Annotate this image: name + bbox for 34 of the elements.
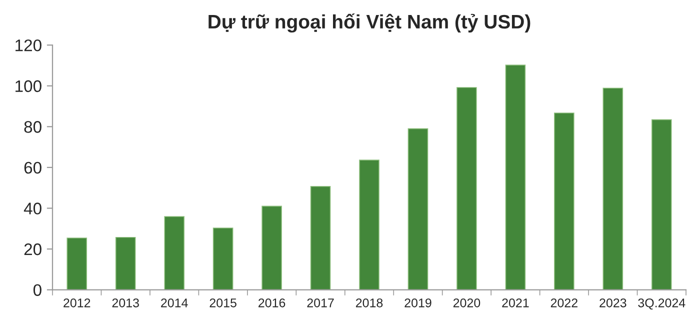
bar bbox=[554, 112, 574, 290]
bar bbox=[359, 160, 380, 290]
x-tick-label: 2021 bbox=[502, 298, 529, 308]
y-tick-label: 100 bbox=[16, 80, 42, 92]
x-tick-label: 2014 bbox=[161, 298, 188, 308]
bar bbox=[456, 87, 477, 290]
bar bbox=[651, 119, 672, 290]
x-tick-label: 2020 bbox=[453, 298, 480, 308]
x-tick-label: 2018 bbox=[356, 298, 383, 308]
y-tick-label: 80 bbox=[24, 121, 42, 133]
bar bbox=[310, 186, 331, 290]
y-tick-label: 0 bbox=[33, 284, 42, 296]
x-tick-label: 3Q.2024 bbox=[638, 298, 686, 310]
y-tick-label: 120 bbox=[16, 39, 42, 52]
bar bbox=[115, 236, 136, 290]
x-tick-label: 2022 bbox=[550, 298, 578, 308]
y-tick-label: 60 bbox=[24, 162, 42, 174]
x-tick-label: 2013 bbox=[112, 298, 139, 308]
x-tick-label: 2012 bbox=[64, 298, 90, 308]
bar bbox=[602, 88, 624, 290]
y-tick-label: 40 bbox=[24, 202, 42, 214]
x-tick-label: 2017 bbox=[307, 298, 334, 308]
bar bbox=[262, 206, 282, 290]
bar bbox=[505, 64, 526, 290]
x-tick-label: 2023 bbox=[600, 298, 626, 308]
bar bbox=[408, 128, 428, 290]
bar bbox=[212, 228, 234, 290]
x-tick-label: 2019 bbox=[404, 298, 432, 308]
y-tick-label: 20 bbox=[24, 243, 42, 256]
bar bbox=[164, 216, 184, 290]
chart-title: Dự trữ ngoại hối Việt Nam (tỷ USD) bbox=[208, 13, 530, 33]
bar bbox=[66, 238, 88, 290]
x-tick-label: 2015 bbox=[210, 298, 236, 308]
x-tick-label: 2016 bbox=[258, 298, 286, 308]
